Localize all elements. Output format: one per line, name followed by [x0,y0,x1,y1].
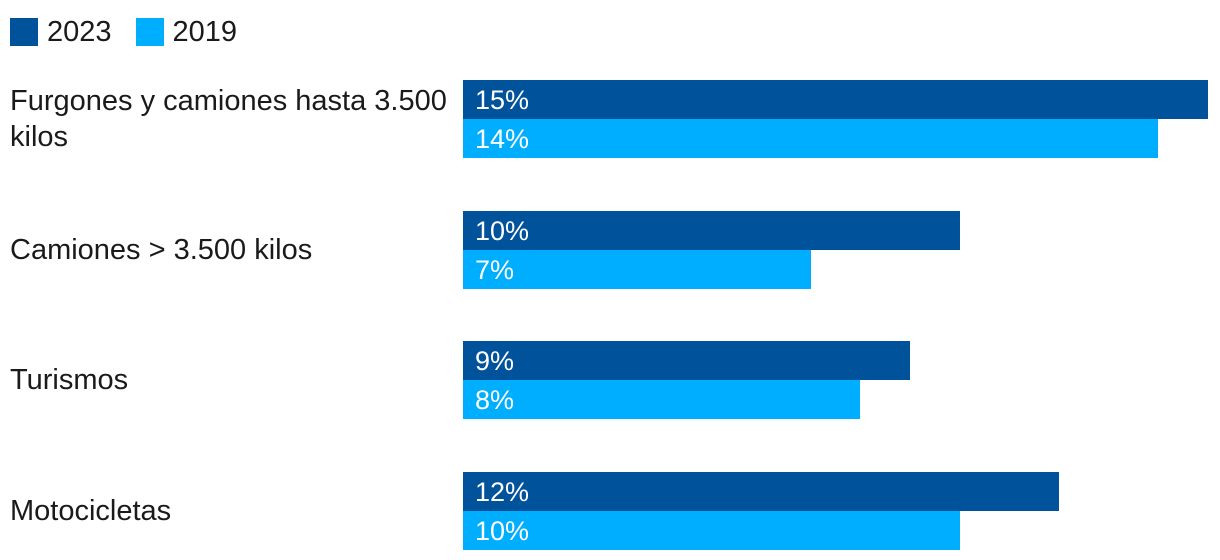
bar-2023: 10% [463,211,960,250]
bar-value-2019: 8% [475,385,515,415]
bar-pair: 9% 8% [463,341,910,419]
category-label: Motocicletas [10,495,172,527]
bar-pair: 12% 10% [463,472,1059,550]
bar-value-2023: 9% [475,346,515,376]
bar-2019: 7% [463,250,811,289]
legend-item-2019: 2019 [135,16,238,48]
bar-2019: 10% [463,511,960,550]
chart-row: Furgones y camiones hasta 3.500 kilos 15… [0,80,1220,158]
chart-legend: 2023 2019 [10,17,237,47]
chart-row: Camiones > 3.500 kilos 10% 7% [0,211,1220,289]
legend-item-2023: 2023 [10,17,112,47]
bar-2019: 14% [463,119,1158,158]
bar-value-2019: 7% [475,255,515,285]
legend-swatch-2019-icon [135,18,164,46]
bar-2023: 9% [463,341,910,380]
bar-2023: 15% [463,80,1208,119]
legend-label-2023: 2023 [47,16,112,48]
bar-value-2019: 10% [475,516,530,546]
bar-value-2023: 15% [475,85,530,115]
bar-2019: 8% [463,380,860,419]
bar-value-2019: 14% [475,124,530,154]
legend-swatch-2023-icon [10,18,38,46]
category-label: Furgones y camiones hasta 3.500 kilos [10,85,447,153]
bar-value-2023: 12% [475,477,530,507]
bar-2023: 12% [463,472,1059,511]
bar-pair: 10% 7% [463,211,960,289]
category-label: Camiones > 3.500 kilos [10,234,313,266]
chart-row: Turismos 9% 8% [0,341,1220,419]
legend-label-2019: 2019 [172,16,238,48]
bar-value-2023: 10% [475,216,530,246]
chart-row: Motocicletas 12% 10% [0,472,1220,550]
bar-pair: 15% 14% [463,80,1208,158]
category-label: Turismos [10,364,129,396]
